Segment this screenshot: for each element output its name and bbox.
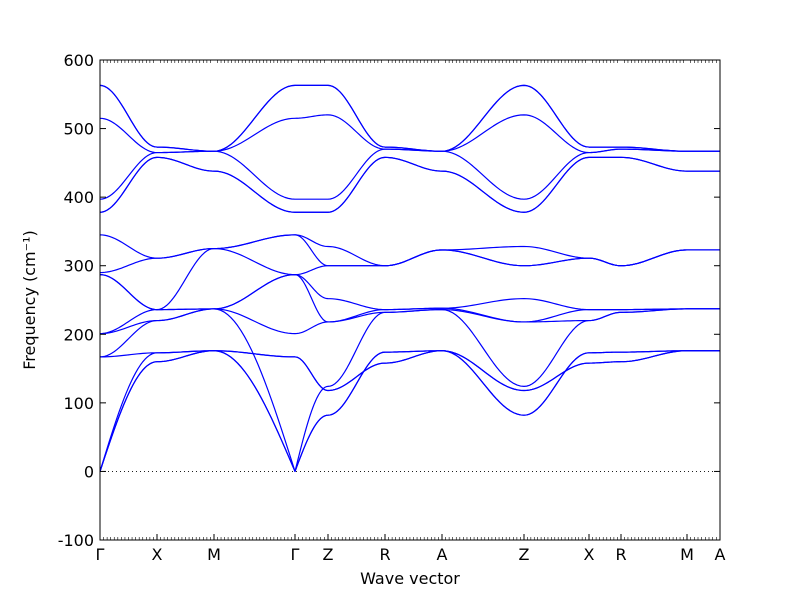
- x-tick-label: A: [715, 545, 726, 564]
- band-line-3: [99, 350, 720, 473]
- y-tick-label: 100: [63, 394, 94, 413]
- x-tick-label: R: [379, 545, 390, 564]
- band-line-13: [99, 156, 720, 213]
- y-tick-label: -100: [58, 531, 94, 550]
- band-line-11: [99, 234, 720, 267]
- x-axis-title: Wave vector: [360, 569, 460, 588]
- y-tick-label: 200: [63, 325, 94, 344]
- x-tick-label: Γ: [291, 545, 300, 564]
- band-line-9: [99, 247, 720, 311]
- x-tick-label: A: [437, 545, 448, 564]
- y-axis: -100 0 100 200 300 400 500 600: [58, 51, 720, 550]
- y-tick-label: 400: [63, 188, 94, 207]
- x-tick-label: Γ: [96, 545, 105, 564]
- band-line-17: [99, 84, 720, 152]
- x-tick-label: M: [207, 545, 221, 564]
- band-lines: [99, 84, 720, 473]
- band-line-8: [99, 274, 720, 311]
- y-tick-label: 600: [63, 51, 94, 70]
- x-tick-label: R: [615, 545, 626, 564]
- band-line-1: [99, 350, 720, 472]
- x-tick-label: X: [152, 545, 163, 564]
- y-tick-label: 500: [63, 120, 94, 139]
- plot-frame: [99, 59, 721, 541]
- band-line-5: [99, 308, 720, 473]
- segment-ticks: [103, 60, 717, 540]
- band-line-7: [99, 274, 720, 335]
- band-line-14: [99, 148, 720, 200]
- band-line-4: [99, 350, 720, 473]
- x-tick-label: M: [680, 545, 694, 564]
- band-line-16: [99, 84, 720, 152]
- band-line-6: [99, 308, 720, 335]
- x-tick-label: X: [584, 545, 595, 564]
- y-tick-label: 0: [84, 462, 94, 481]
- y-tick-label: 300: [63, 257, 94, 276]
- band-line-2: [99, 350, 720, 472]
- y-axis-title: Frequency (cm⁻¹): [20, 230, 39, 369]
- x-tick-label: Z: [323, 545, 334, 564]
- band-line-12: [99, 156, 720, 213]
- x-tick-label: Z: [519, 545, 530, 564]
